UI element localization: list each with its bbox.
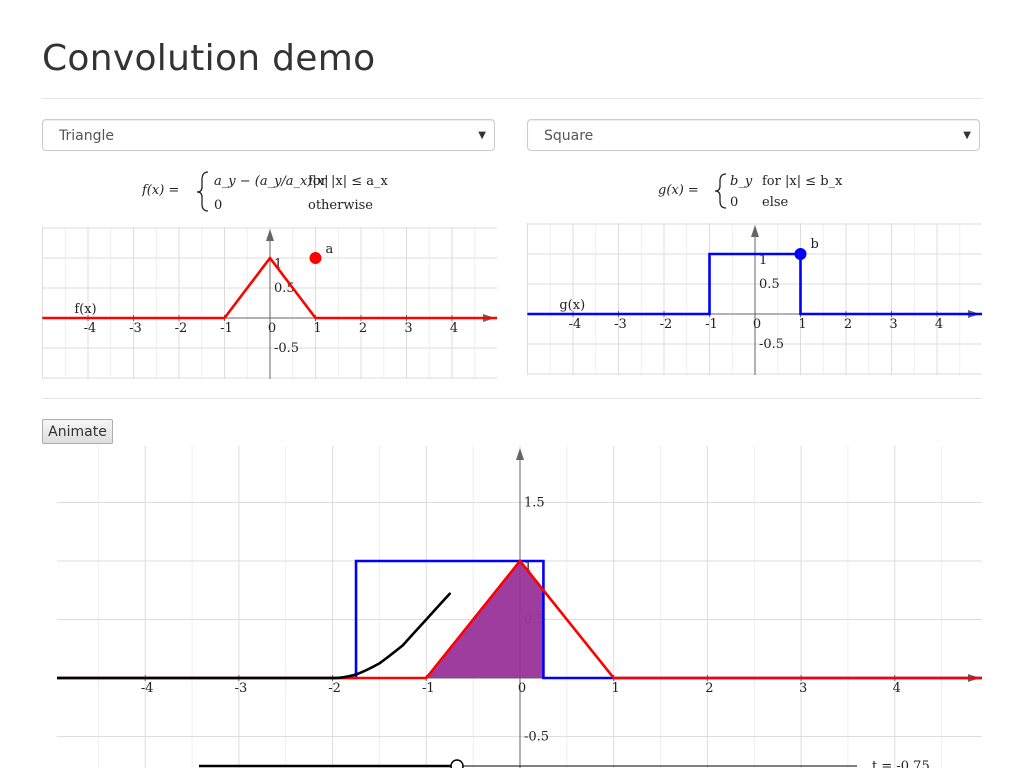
f-formula-brace <box>196 171 209 212</box>
g-formula-svg: g(x) = b_y for |x| ≤ b_x 0 else <box>658 173 843 210</box>
y-tick-label: -0.5 <box>759 337 784 352</box>
x-tick-label: 1 <box>612 681 620 696</box>
x-tick-label: -1 <box>220 321 233 336</box>
x-tick-label: 1 <box>798 317 806 332</box>
x-tick-label: 3 <box>799 681 807 696</box>
x-tick-label: 0 <box>268 321 276 336</box>
x-tick-label: -2 <box>175 321 188 336</box>
f-formula: f(x) = a_y − (a_y/a_x)|x| for |x| ≤ a_x … <box>142 166 402 216</box>
overlap-area <box>426 561 544 678</box>
y-axis-arrow-icon <box>516 448 524 460</box>
x-tick-label: 1 <box>313 321 321 336</box>
g-curve <box>527 252 982 316</box>
f-function-select[interactable]: Triangle ▼ <box>42 119 495 151</box>
x-tick-label: -1 <box>705 317 718 332</box>
f-formula-case1-cond: for |x| ≤ a_x <box>308 174 388 189</box>
x-tick-label: 4 <box>893 681 901 696</box>
g-formula: g(x) = b_y for |x| ≤ b_x 0 else <box>658 166 888 216</box>
f-curve-label: f(x) <box>74 302 96 317</box>
g-formula-case1-expr: b_y <box>730 174 753 189</box>
x-tick-label: 3 <box>404 321 412 336</box>
page-title: Convolution demo <box>42 38 376 79</box>
f-formula-case2-cond: otherwise <box>308 198 373 213</box>
handle-b <box>794 248 807 260</box>
f-plot[interactable]: -4 -3 -2 -1 0 1 2 3 410.5-0.5f(x)a <box>42 227 497 379</box>
x-tick-label: -2 <box>660 317 673 332</box>
y-tick-label: -0.5 <box>524 730 549 745</box>
x-tick-label: 2 <box>359 321 367 336</box>
x-tick-label: -4 <box>141 681 154 696</box>
x-tick-label: -4 <box>569 317 582 332</box>
f-formula-svg: f(x) = a_y − (a_y/a_x)|x| for |x| ≤ a_x … <box>142 171 388 213</box>
g-formula-lhs: g(x) = <box>658 183 699 198</box>
f-curve <box>42 255 497 320</box>
x-tick-label: 4 <box>450 321 458 336</box>
f-formula-lhs: f(x) = <box>142 183 179 198</box>
x-tick-label: 3 <box>889 317 897 332</box>
handle-a-label: a <box>326 242 334 257</box>
g-select-value: Square <box>544 128 594 144</box>
animate-button[interactable]: Animate <box>42 419 113 444</box>
time-value-label: t = -0.75 <box>872 759 930 768</box>
x-tick-label: 2 <box>844 317 852 332</box>
caret-down-icon: ▼ <box>963 130 971 141</box>
f-formula-case2-expr: 0 <box>214 198 222 213</box>
g-plot[interactable]: -4 -3 -2 -1 0 1 2 3 4 1 0.5 -0.5 g(x) b <box>527 223 982 375</box>
x-tick-label: 2 <box>705 681 713 696</box>
handle-b-label: b <box>811 237 819 252</box>
y-axis-arrow-icon <box>751 225 759 237</box>
g-curve-label: g(x) <box>559 298 585 313</box>
g-formula-case2-expr: 0 <box>730 195 738 210</box>
x-tick-label: -1 <box>422 681 435 696</box>
g-function-select[interactable]: Square ▼ <box>527 119 980 151</box>
caret-down-icon: ▼ <box>478 130 486 141</box>
y-tick-label: 1 <box>759 253 767 268</box>
x-tick-label: -3 <box>129 321 142 336</box>
x-tick-label: 0 <box>753 317 761 332</box>
section-divider <box>42 398 982 399</box>
x-tick-label: -3 <box>614 317 627 332</box>
g-formula-brace <box>714 173 727 209</box>
convolution-curve <box>57 592 452 680</box>
x-tick-label: -4 <box>84 321 97 336</box>
x-tick-label: 0 <box>518 681 526 696</box>
y-tick-label: 1 <box>274 257 282 272</box>
handle-a <box>309 252 322 264</box>
y-tick-label: 0.5 <box>759 277 780 292</box>
f-formula-case1-expr: a_y − (a_y/a_x)|x| <box>214 174 329 189</box>
x-tick-label: -2 <box>328 681 341 696</box>
g-formula-case1-cond: for |x| ≤ b_x <box>762 174 843 189</box>
time-slider-handle[interactable] <box>450 759 464 768</box>
y-axis-arrow-icon <box>266 229 274 241</box>
x-tick-label: 4 <box>935 317 943 332</box>
y-tick-label: 1.5 <box>524 496 545 511</box>
y-tick-label: 1 <box>524 560 532 575</box>
f-select-value: Triangle <box>59 128 114 144</box>
g-formula-case2-cond: else <box>762 195 789 210</box>
x-tick-label: -3 <box>235 681 248 696</box>
title-divider <box>42 98 982 99</box>
y-tick-label: -0.5 <box>274 341 299 356</box>
